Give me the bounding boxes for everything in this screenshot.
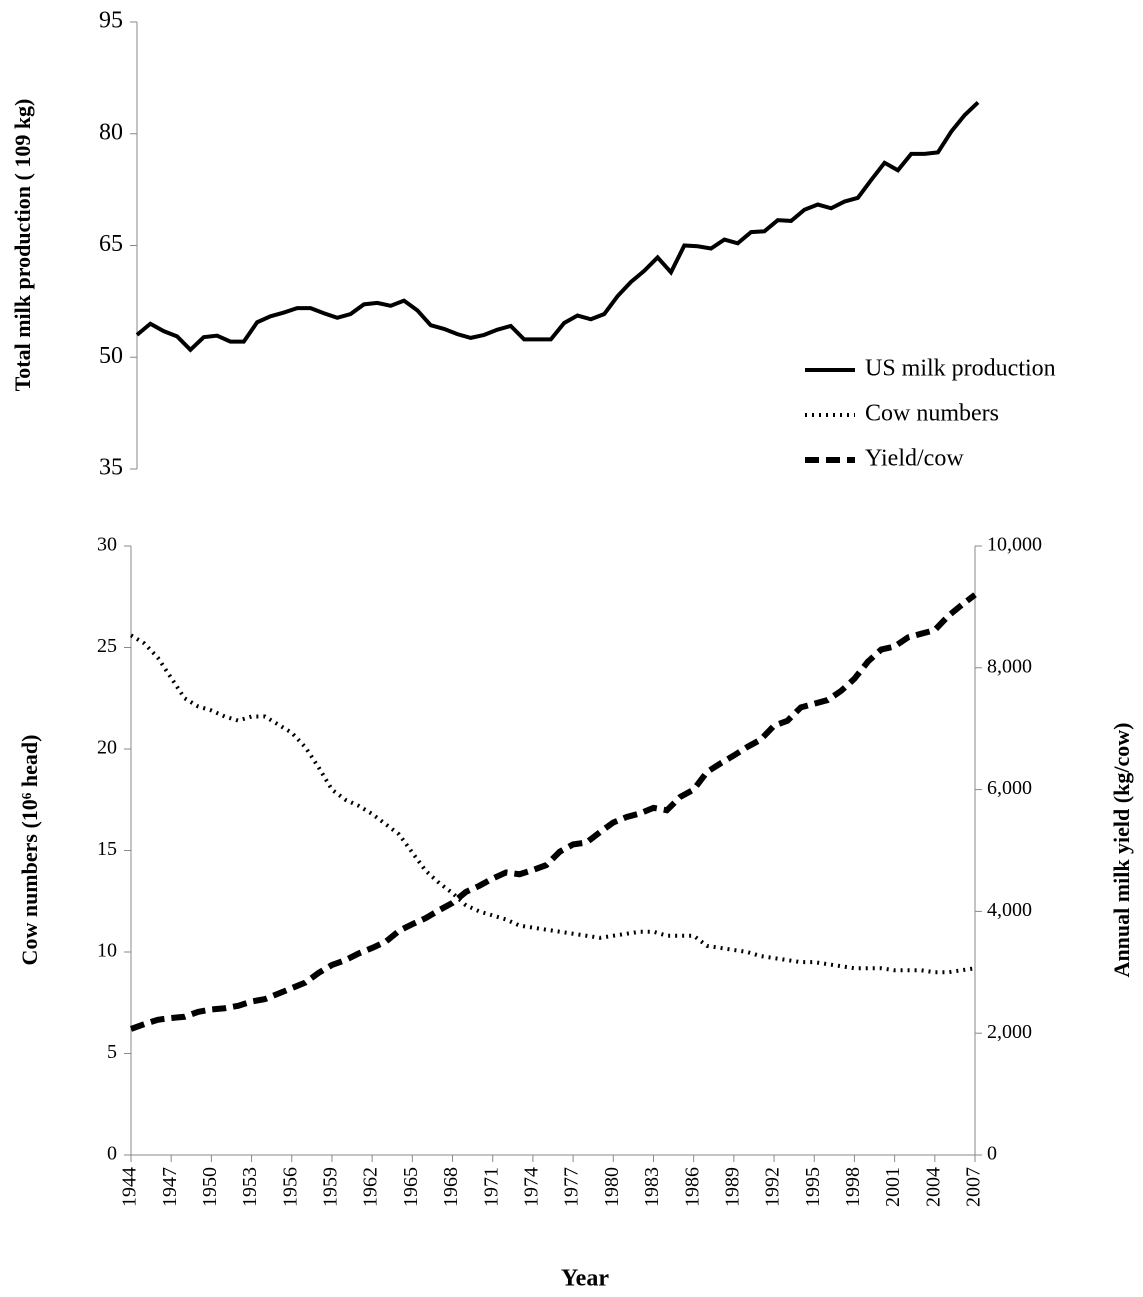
x-tick-label: 1950 [199, 1167, 221, 1207]
x-tick-label: 1989 [721, 1167, 743, 1207]
x-tick-label: 2007 [963, 1167, 985, 1207]
y2-tick-label: 8,000 [987, 655, 1032, 677]
y-tick-label: 95 [99, 8, 123, 34]
y-tick-label: 10 [97, 940, 117, 962]
legend-label: Yield/cow [865, 446, 964, 472]
x-tick-label: 1956 [279, 1167, 301, 1207]
x-axis-label: Year [561, 1266, 609, 1292]
x-tick-label: 1977 [561, 1167, 583, 1207]
series-line [129, 633, 976, 975]
y2-tick-label: 0 [987, 1143, 997, 1165]
y2-tick-label: 10,000 [987, 534, 1042, 556]
x-tick-label: 1992 [762, 1167, 784, 1207]
y2-tick-label: 6,000 [987, 777, 1032, 799]
x-tick-label: 1983 [641, 1167, 663, 1207]
x-tick-label: 2004 [922, 1167, 944, 1207]
x-tick-label: 1971 [480, 1167, 502, 1207]
x-tick-label: 1980 [601, 1167, 623, 1207]
x-tick-label: 2001 [882, 1167, 904, 1207]
legend-label: Cow numbers [865, 401, 999, 427]
y-tick-label: 65 [99, 231, 123, 257]
y2-axis-label: Annual milk yield (kg/cow) [1109, 723, 1134, 978]
legend-label: US milk production [865, 356, 1056, 382]
x-tick-label: 1959 [320, 1167, 342, 1207]
y-tick-label: 25 [97, 635, 117, 657]
y-tick-label: 15 [97, 838, 117, 860]
x-tick-label: 1962 [360, 1167, 382, 1207]
x-tick-label: 1995 [802, 1167, 824, 1207]
x-tick-label: 1944 [119, 1167, 141, 1207]
series-line [129, 592, 977, 1032]
x-tick-label: 1947 [159, 1167, 181, 1207]
y-tick-label: 30 [97, 534, 117, 556]
y-tick-label: 35 [99, 455, 123, 481]
y-tick-label: 5 [107, 1041, 117, 1063]
y-axis-label: Total milk production ( 109 kg) [10, 99, 35, 392]
y2-tick-label: 4,000 [987, 899, 1032, 921]
x-tick-label: 1965 [400, 1167, 422, 1207]
x-tick-label: 1953 [239, 1167, 261, 1207]
series-line [135, 101, 980, 353]
y2-tick-label: 2,000 [987, 1021, 1032, 1043]
x-tick-label: 1974 [520, 1167, 542, 1207]
x-tick-label: 1986 [681, 1167, 703, 1207]
y-tick-label: 0 [107, 1143, 117, 1165]
y-tick-label: 50 [99, 343, 123, 369]
x-tick-label: 1968 [440, 1167, 462, 1207]
y-tick-label: 80 [99, 119, 123, 145]
y-tick-label: 20 [97, 737, 117, 759]
y-axis-label: Cow numbers (10⁶ head) [17, 735, 42, 966]
x-tick-label: 1998 [842, 1167, 864, 1207]
